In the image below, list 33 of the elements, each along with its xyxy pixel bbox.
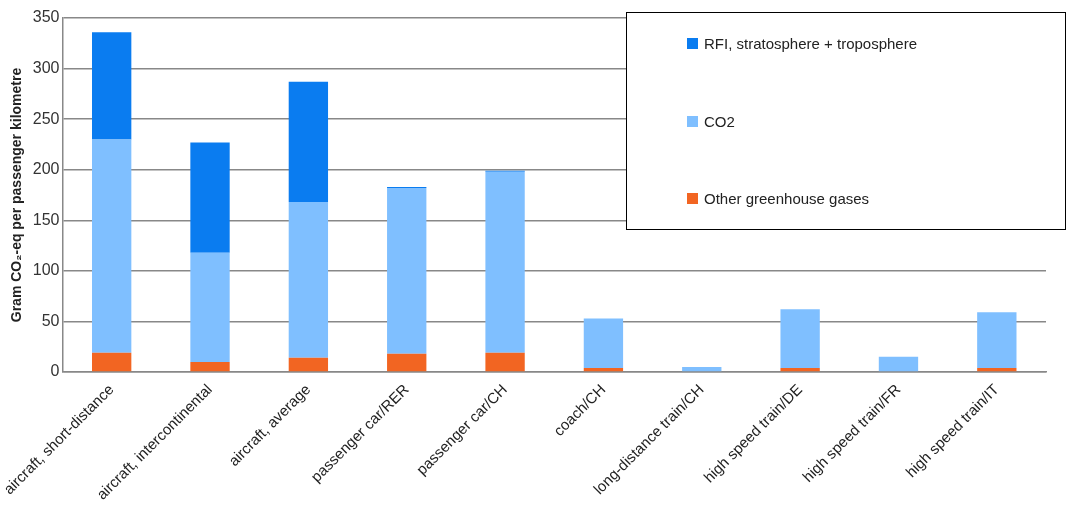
y-tick-label: 250 <box>32 109 60 127</box>
bar <box>92 32 132 140</box>
bar <box>92 139 132 353</box>
y-tick-label: 150 <box>32 210 60 228</box>
bar <box>387 353 427 372</box>
bar <box>288 81 329 203</box>
bar <box>780 309 820 368</box>
bar <box>583 318 624 368</box>
y-axis-title: Gram CO₂-eq per passenger kilometre <box>8 67 25 323</box>
y-tick-label: 350 <box>32 8 60 26</box>
legend-label: CO2 <box>704 112 735 130</box>
bar <box>288 357 329 372</box>
legend-label: RFI, stratosphere + troposphere <box>704 35 918 52</box>
bar <box>583 367 624 372</box>
bar <box>780 367 820 372</box>
bar <box>190 142 230 253</box>
bar <box>977 367 1017 372</box>
bar <box>878 356 919 372</box>
y-tick-label: 50 <box>41 311 60 329</box>
y-tick-label: 0 <box>50 362 60 380</box>
bar <box>288 202 329 358</box>
bar <box>190 252 230 362</box>
y-tick-label: 200 <box>32 160 60 178</box>
y-tick-label: 300 <box>32 58 60 76</box>
bar <box>92 352 132 372</box>
bar <box>387 187 427 354</box>
bar <box>977 312 1017 368</box>
bar <box>682 366 722 372</box>
bar <box>190 361 230 372</box>
bar <box>485 171 525 353</box>
bar <box>485 352 525 372</box>
y-tick-label: 100 <box>32 261 60 279</box>
legend-label: Other greenhouse gases <box>704 190 870 207</box>
